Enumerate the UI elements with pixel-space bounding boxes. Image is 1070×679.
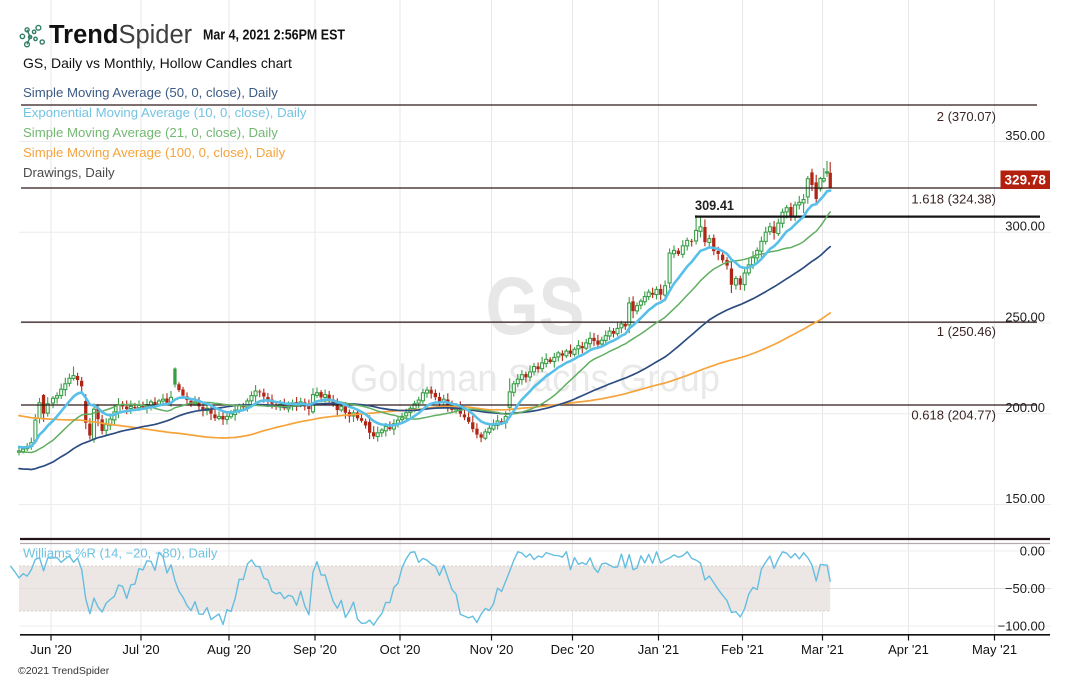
svg-text:Jan '21: Jan '21 (638, 642, 680, 657)
svg-text:©2021 TrendSpider: ©2021 TrendSpider (18, 665, 110, 677)
svg-text:Dec '20: Dec '20 (551, 642, 595, 657)
svg-text:Aug '20: Aug '20 (207, 642, 251, 657)
svg-text:Oct '20: Oct '20 (380, 642, 421, 657)
svg-text:Exponential Moving Average (10: Exponential Moving Average (10, 0, close… (23, 105, 307, 120)
svg-text:0.618 (204.77): 0.618 (204.77) (911, 408, 996, 423)
svg-text:250.00: 250.00 (1005, 310, 1045, 325)
svg-text:GS, Daily vs Monthly, Hollow C: GS, Daily vs Monthly, Hollow Candles cha… (23, 55, 292, 71)
svg-text:Drawings, Daily: Drawings, Daily (23, 165, 115, 180)
svg-text:150.00: 150.00 (1005, 491, 1045, 506)
svg-text:Jul '20: Jul '20 (122, 642, 159, 657)
svg-text:TrendSpider: TrendSpider (49, 21, 193, 49)
svg-text:329.78: 329.78 (1005, 173, 1047, 188)
svg-text:Nov '20: Nov '20 (470, 642, 514, 657)
svg-text:Simple Moving Average (21, 0,: Simple Moving Average (21, 0, close), Da… (23, 125, 278, 140)
svg-text:1.618 (324.38): 1.618 (324.38) (911, 192, 996, 207)
svg-text:−50.00: −50.00 (1005, 581, 1045, 596)
svg-text:Apr '21: Apr '21 (888, 642, 929, 657)
svg-text:Goldman Sachs Group: Goldman Sachs Group (350, 358, 720, 400)
svg-text:309.41: 309.41 (695, 197, 734, 213)
svg-text:Simple Moving Average (100, 0,: Simple Moving Average (100, 0, close), D… (23, 145, 286, 160)
svg-text:350.00: 350.00 (1005, 128, 1045, 143)
svg-text:Mar 4, 2021 2:56PM EST: Mar 4, 2021 2:56PM EST (203, 27, 345, 44)
svg-text:1 (250.46): 1 (250.46) (937, 324, 996, 339)
svg-text:Williams %R (14, −20, −80), Da: Williams %R (14, −20, −80), Daily (23, 546, 218, 561)
svg-text:Mar '21: Mar '21 (801, 642, 844, 657)
svg-text:2 (370.07): 2 (370.07) (937, 109, 996, 124)
svg-text:−100.00: −100.00 (998, 619, 1045, 634)
svg-text:May '21: May '21 (972, 642, 1017, 657)
svg-text:Feb '21: Feb '21 (721, 642, 764, 657)
svg-text:200.00: 200.00 (1005, 400, 1045, 415)
svg-text:GS: GS (486, 261, 585, 352)
svg-text:300.00: 300.00 (1005, 219, 1045, 234)
svg-text:Simple Moving Average (50, 0,: Simple Moving Average (50, 0, close), Da… (23, 85, 278, 100)
svg-text:0.00: 0.00 (1020, 544, 1045, 559)
svg-text:Sep '20: Sep '20 (293, 642, 337, 657)
svg-text:Jun '20: Jun '20 (30, 642, 72, 657)
